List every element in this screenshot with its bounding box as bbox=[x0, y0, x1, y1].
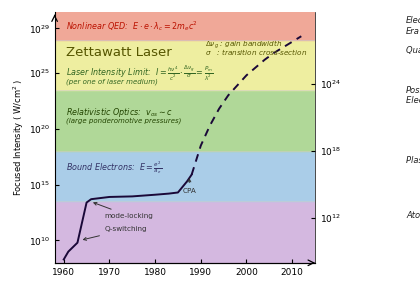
Text: Bound Electrons:  $E=\frac{e^2}{a_e}$: Bound Electrons: $E=\frac{e^2}{a_e}$ bbox=[66, 159, 163, 176]
Text: Atomic Era: Atomic Era bbox=[406, 211, 420, 220]
Y-axis label: Focused Intensity ( W/cm$^2$ ): Focused Intensity ( W/cm$^2$ ) bbox=[11, 79, 26, 196]
Text: Positron-
Electron Era: Positron- Electron Era bbox=[406, 86, 420, 105]
Bar bbox=[55, 12, 315, 40]
Text: mode-locking: mode-locking bbox=[94, 202, 154, 219]
Text: Laser Intensity Limit:  $I=\frac{h\nu^4}{c^2}\cdot\frac{\Delta\nu_g}{\sigma}=\fr: Laser Intensity Limit: $I=\frac{h\nu^4}{… bbox=[66, 63, 214, 83]
Text: Q-switching: Q-switching bbox=[84, 226, 147, 240]
Text: Electroweak
Era: Electroweak Era bbox=[406, 16, 420, 36]
Text: CPA: CPA bbox=[182, 179, 196, 194]
Text: Quark Era: Quark Era bbox=[406, 46, 420, 55]
Bar bbox=[55, 151, 315, 201]
Bar bbox=[55, 201, 315, 263]
Text: $\Delta\nu_g$ : gain bandwidth: $\Delta\nu_g$ : gain bandwidth bbox=[205, 39, 283, 51]
Text: Plasma Era: Plasma Era bbox=[406, 156, 420, 165]
Bar bbox=[55, 90, 315, 151]
Bar bbox=[55, 40, 315, 90]
Text: Relativistic Optics:  $v_{os}\sim c$: Relativistic Optics: $v_{os}\sim c$ bbox=[66, 106, 173, 119]
Text: (per one of laser medium): (per one of laser medium) bbox=[66, 79, 158, 85]
Text: (large ponderomotive pressures): (large ponderomotive pressures) bbox=[66, 118, 181, 124]
Text: Zettawatt Laser: Zettawatt Laser bbox=[66, 46, 172, 60]
Text: Nonlinear QED:  $E\cdot e\cdot\lambda_c = 2m_ec^2$: Nonlinear QED: $E\cdot e\cdot\lambda_c =… bbox=[66, 19, 198, 33]
Text: $\sigma$   : transition cross-section: $\sigma$ : transition cross-section bbox=[205, 47, 308, 57]
